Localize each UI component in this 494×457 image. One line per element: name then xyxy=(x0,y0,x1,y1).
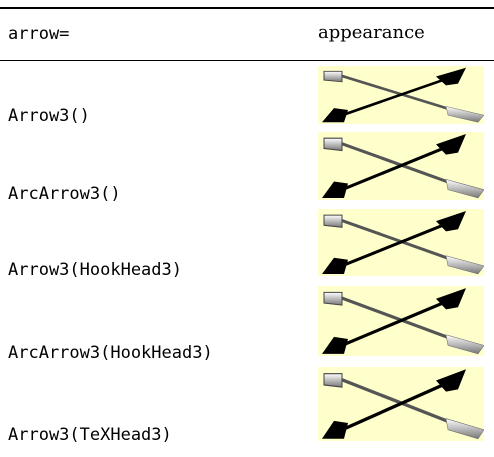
top-rule xyxy=(0,7,494,9)
row-label: Arrow3(HookHead3) xyxy=(8,260,182,280)
row-label: Arrow3() xyxy=(8,106,90,126)
header-cell: arrow= xyxy=(8,24,70,44)
arrow-image xyxy=(318,132,484,200)
row-label: ArcArrow3(HookHead3) xyxy=(8,343,213,363)
arrow-image xyxy=(318,367,484,441)
header-rule xyxy=(0,60,494,61)
arrow-image xyxy=(318,66,484,124)
arrow-image xyxy=(318,209,484,276)
arrow-image xyxy=(318,286,484,356)
row-label: Arrow3(TeXHead3) xyxy=(8,425,172,445)
header-cell: appearance xyxy=(318,22,425,43)
row-label: ArcArrow3() xyxy=(8,184,121,204)
